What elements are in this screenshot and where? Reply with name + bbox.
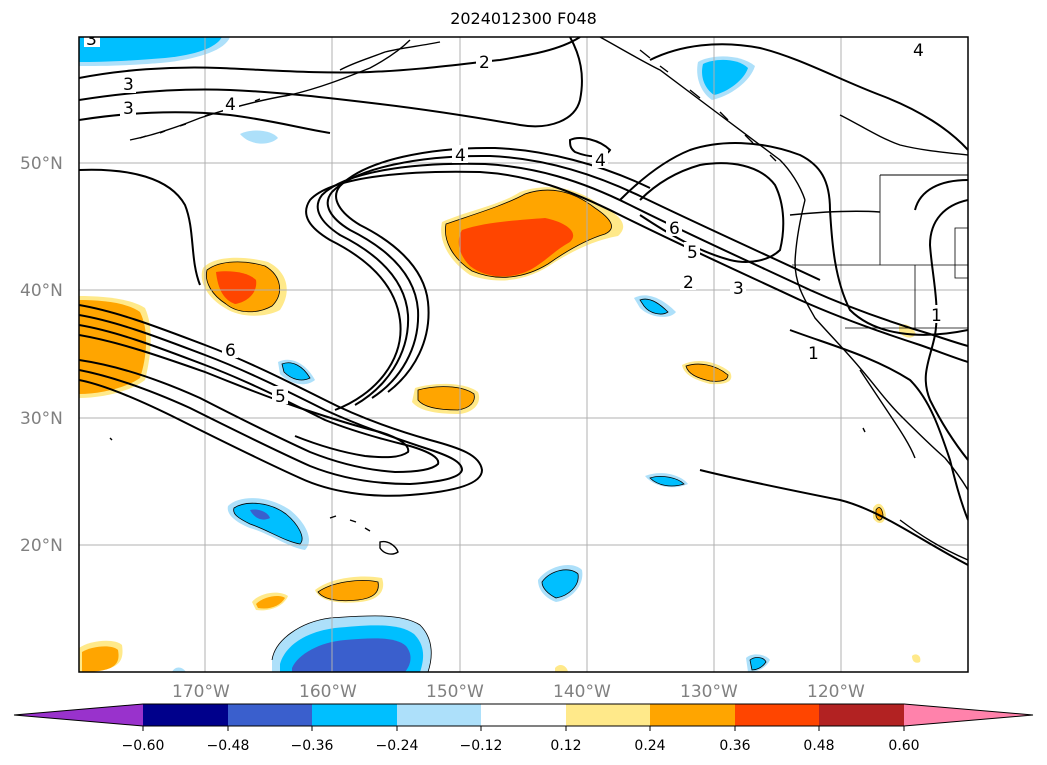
lat-label-30n: 30°N bbox=[20, 409, 63, 429]
map-plot-area: 3 3 3 4 2 4 4 4 6 5 2 3 1 1 bbox=[79, 30, 968, 672]
lat-label-50n: 50°N bbox=[20, 154, 63, 174]
colorbar-segment bbox=[312, 704, 397, 726]
lon-label-150w: 150°W bbox=[426, 682, 484, 702]
colorbar-segment bbox=[650, 704, 735, 726]
colorbar-ticks bbox=[142, 726, 905, 731]
longitude-labels: 170°W 160°W 150°W 140°W 130°W 120°W bbox=[172, 682, 865, 702]
colorbar-tick-label: 0.48 bbox=[803, 738, 834, 754]
contour-label: 4 bbox=[595, 151, 606, 171]
contour-label: 5 bbox=[687, 243, 698, 263]
contour-label: 2 bbox=[479, 53, 490, 73]
colorbar-tick-label: −0.12 bbox=[460, 738, 503, 754]
lon-label-140w: 140°W bbox=[553, 682, 611, 702]
colorbar-segment bbox=[819, 704, 904, 726]
colorbar-tick-label: 0.36 bbox=[719, 738, 750, 754]
colorbar-tick-label: −0.24 bbox=[376, 738, 419, 754]
contour-label: 2 bbox=[683, 273, 694, 293]
contour-label: 3 bbox=[733, 279, 744, 299]
map-title: 2024012300 F048 bbox=[450, 9, 597, 28]
contour-label: 4 bbox=[225, 95, 236, 115]
colorbar-segment bbox=[481, 704, 566, 726]
contour-label: 5 bbox=[275, 387, 286, 407]
contour-label: 3 bbox=[86, 30, 97, 50]
lat-label-20n: 20°N bbox=[20, 536, 63, 556]
contour-lines bbox=[79, 37, 968, 566]
contour-label: 4 bbox=[455, 146, 466, 166]
colorbar-under-extension bbox=[14, 704, 143, 726]
contour-labels: 3 3 3 4 2 4 4 4 6 5 2 3 1 1 bbox=[84, 30, 944, 407]
colorbar-segment bbox=[566, 704, 650, 726]
map-frame bbox=[78, 36, 969, 673]
colorbar-over-extension bbox=[904, 704, 1033, 726]
colorbar-segment bbox=[735, 704, 819, 726]
colorbar-segment bbox=[397, 704, 481, 726]
contour-label: 3 bbox=[123, 75, 134, 95]
contour-label: 6 bbox=[225, 341, 236, 361]
colorbar-tick-labels: −0.60 −0.48 −0.36 −0.24 −0.12 0.12 0.24 … bbox=[122, 738, 920, 754]
contour-label: 1 bbox=[931, 306, 942, 326]
contour-label: 3 bbox=[123, 99, 134, 119]
lon-label-160w: 160°W bbox=[299, 682, 357, 702]
colorbar-tick-label: −0.48 bbox=[207, 738, 250, 754]
lon-label-170w: 170°W bbox=[172, 682, 230, 702]
latitude-labels: 50°N 40°N 30°N 20°N bbox=[20, 154, 63, 556]
lat-label-40n: 40°N bbox=[20, 281, 63, 301]
contour-label: 1 bbox=[808, 344, 819, 364]
colorbar: −0.60 −0.48 −0.36 −0.24 −0.12 0.12 0.24 … bbox=[13, 703, 1034, 754]
contour-label: 4 bbox=[913, 41, 924, 61]
colorbar-tick-label: 0.24 bbox=[634, 738, 665, 754]
colorbar-tick-label: −0.36 bbox=[291, 738, 334, 754]
colorbar-tick-label: −0.60 bbox=[122, 738, 165, 754]
colorbar-tick-label: 0.12 bbox=[550, 738, 581, 754]
colorbar-segment bbox=[228, 704, 312, 726]
colorbar-tick-label: 0.60 bbox=[888, 738, 919, 754]
colorbar-segment bbox=[143, 704, 228, 726]
negative-anomaly-shading bbox=[79, 37, 770, 672]
lon-label-120w: 120°W bbox=[807, 682, 865, 702]
lon-label-130w: 130°W bbox=[680, 682, 738, 702]
contour-label: 6 bbox=[669, 219, 680, 239]
graticule bbox=[79, 37, 968, 672]
anomaly-outlines bbox=[205, 189, 884, 672]
